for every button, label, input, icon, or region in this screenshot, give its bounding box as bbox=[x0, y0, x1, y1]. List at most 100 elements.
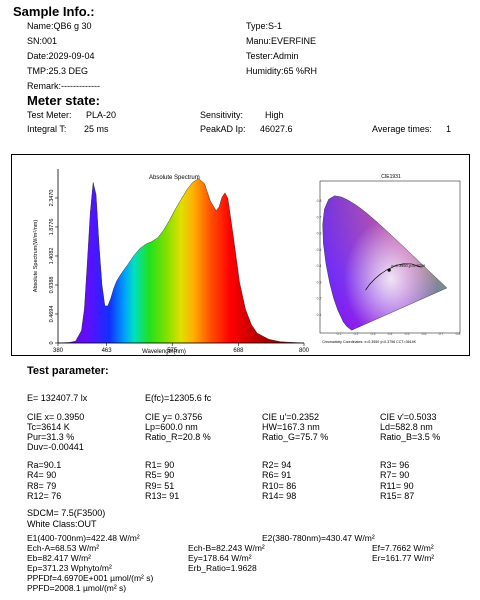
sample-date: Date:2029-09-04 bbox=[27, 51, 95, 61]
average-times-value: 1 bbox=[446, 124, 452, 134]
spectrum-area bbox=[57, 178, 305, 344]
y-tick-label: 2.3470 bbox=[49, 190, 55, 207]
param-cell: R11= 90 bbox=[380, 481, 414, 491]
param-cell: R1= 90 bbox=[145, 460, 175, 470]
chromaticity-point bbox=[387, 268, 391, 272]
cie-x-tick-label: 0.2 bbox=[354, 332, 359, 336]
sample-info-heading: Sample Info.: bbox=[13, 4, 95, 19]
x-tick-label: 800 bbox=[299, 348, 310, 354]
cie-y-tick-label: 0.6 bbox=[317, 232, 322, 236]
cie-y-tick-label: 0.1 bbox=[317, 313, 322, 317]
white-class: White Class:OUT bbox=[27, 519, 97, 529]
sensitivity-label: Sensitivity: bbox=[200, 110, 244, 120]
cie-x-tick-label: 0.5 bbox=[405, 332, 410, 336]
param-cell: Duv=-0.00441 bbox=[27, 442, 84, 452]
x-tick-label: 688 bbox=[233, 348, 244, 354]
sample-manu: Manu:EVERFINE bbox=[246, 36, 317, 46]
sample-type: Type:S-1 bbox=[246, 21, 283, 31]
param-cell: Ratio_G=75.7 % bbox=[262, 432, 329, 442]
param-cell: R9= 51 bbox=[145, 481, 175, 491]
sample-sn: SN:001 bbox=[27, 36, 58, 46]
y-tick-label: 0.4694 bbox=[49, 306, 55, 323]
spectrum-xlabel: Wavelength(nm) bbox=[142, 349, 186, 355]
param-cell: R5= 90 bbox=[145, 470, 175, 480]
ey-value: Ey=178.64 W/m² bbox=[188, 553, 252, 563]
cie-x-tick-label: 0.6 bbox=[422, 332, 427, 336]
param-cell: R15= 87 bbox=[380, 491, 415, 501]
y-tick-label: 0.9388 bbox=[49, 277, 55, 294]
sample-tester: Tester:Admin bbox=[246, 51, 299, 61]
peakad-label: PeakAD Ip: bbox=[200, 124, 246, 134]
param-cell: R7= 90 bbox=[380, 470, 410, 480]
cie-color-gamut bbox=[322, 195, 447, 331]
param-cell: HW=167.3 nm bbox=[262, 422, 320, 432]
cie-caption: Chromaticity Coordinates: x=0.3950 y=0.3… bbox=[322, 340, 417, 344]
illuminance-fc: E(fc)=12305.6 fc bbox=[145, 393, 212, 403]
param-cell: R13= 91 bbox=[145, 491, 180, 501]
param-cell: R4= 90 bbox=[27, 470, 57, 480]
meter-state-heading: Meter state: bbox=[27, 93, 100, 108]
illuminance-lx: E= 132407.7 lx bbox=[27, 393, 88, 403]
average-times-label: Average times: bbox=[372, 124, 432, 134]
y-tick-label: 0 bbox=[49, 341, 55, 344]
sample-tmp: TMP:25.3 DEG bbox=[27, 66, 89, 76]
cie-x-tick-label: 0.1 bbox=[337, 332, 342, 336]
param-cell: CIE y= 0.3756 bbox=[145, 412, 203, 422]
sample-remark: Remark:------------- bbox=[27, 81, 100, 91]
ech-a-value: Ech-A=68.53 W/m² bbox=[27, 543, 100, 553]
param-cell: CIE v'=0.5033 bbox=[380, 412, 437, 422]
cie-chart: 0.1 0.2 0.3 0.4 0.5 0.6 0.7 0.8 0.1 0.2 0.3 0.4 0.5… bbox=[317, 174, 461, 344]
planckian-locus bbox=[365, 263, 422, 291]
peakad-value: 46027.6 bbox=[260, 124, 293, 134]
param-cell: R6= 91 bbox=[262, 470, 292, 480]
integral-value: 25 ms bbox=[84, 124, 109, 134]
spectrum-title: Absolute Spectrum bbox=[149, 175, 200, 181]
ef-value: Ef=7.7662 W/m² bbox=[372, 543, 434, 553]
cie-y-tick-label: 0.8 bbox=[317, 199, 322, 203]
eb-value: Eb=82.417 W/m² bbox=[27, 553, 92, 563]
sample-humidity: Humidity:65 %RH bbox=[246, 66, 318, 76]
e1-value: E1(400-700nm)=422.48 W/m² bbox=[27, 533, 140, 543]
spectrum-ylabel: Absolute Spectrum(W/m²/nm) bbox=[33, 220, 39, 293]
param-cell: Tc=3614 K bbox=[27, 422, 70, 432]
param-cell: R2= 94 bbox=[262, 460, 292, 470]
cie-x-tick-label: 0.8 bbox=[456, 332, 461, 336]
param-cell: Ratio_B=3.5 % bbox=[380, 432, 441, 442]
er-value: Er=161.77 W/m² bbox=[372, 553, 435, 563]
erb-ratio-value: Erb_Ratio=1.9628 bbox=[188, 563, 257, 573]
cie-y-tick-label: 0.4 bbox=[317, 264, 322, 268]
e2-value: E2(380-780nm)=430.47 W/m² bbox=[262, 533, 375, 543]
cie-title: CIE1931 bbox=[381, 174, 401, 180]
y-tick-label: 1.8776 bbox=[49, 219, 55, 236]
ppfd-value: PPFD=2008.1 µmol/(m² s) bbox=[27, 583, 127, 593]
test-meter-label: Test Meter: bbox=[27, 110, 72, 120]
x-tick-label: 380 bbox=[53, 348, 64, 354]
cie-x-tick-label: 0.7 bbox=[439, 332, 444, 336]
test-parameter-heading: Test parameter: bbox=[27, 365, 109, 377]
sample-name: Name:QB6 g 30 bbox=[27, 21, 92, 31]
param-cell: Ld=582.8 nm bbox=[380, 422, 433, 432]
cie-y-tick-label: 0.3 bbox=[317, 280, 322, 284]
param-cell: Ra=90.1 bbox=[27, 460, 62, 470]
param-cell: R12= 76 bbox=[27, 491, 62, 501]
spectrum-chart-panel: 380 463 575 688 800 0 0.4694 0.9388 1.4082 1.877… bbox=[11, 154, 315, 356]
x-tick-label: 575 bbox=[167, 348, 178, 354]
integral-label: Integral T: bbox=[27, 124, 67, 134]
y-tick-label: 1.4082 bbox=[49, 248, 55, 265]
ech-b-value: Ech-B=82.243 W/m² bbox=[188, 543, 265, 553]
cie-x-tick-label: 0.4 bbox=[388, 332, 393, 336]
cie-y-tick-label: 0.2 bbox=[317, 297, 322, 301]
cie-x-tick-label: 0.3 bbox=[371, 332, 376, 336]
param-cell: R14= 98 bbox=[262, 491, 297, 501]
sdcm: SDCM= 7.5(F3500) bbox=[27, 508, 106, 518]
spectral-locus bbox=[322, 195, 448, 331]
param-cell: R8= 79 bbox=[27, 481, 57, 491]
sensitivity-value: High bbox=[265, 110, 284, 120]
param-cell: CIE x= 0.3950 bbox=[27, 412, 85, 422]
chromaticity-point-label: x=0.3950,y=0.3756 bbox=[391, 263, 426, 268]
cie-y-tick-label: 0.7 bbox=[317, 215, 322, 219]
param-cell: Lp=600.0 nm bbox=[145, 422, 198, 432]
spectrum-chart: 380 463 575 688 800 0 0.4694 0.9388 1.4082 1.877… bbox=[33, 169, 310, 355]
test-meter-value: PLA-20 bbox=[86, 110, 117, 120]
x-tick-label: 463 bbox=[102, 348, 113, 354]
